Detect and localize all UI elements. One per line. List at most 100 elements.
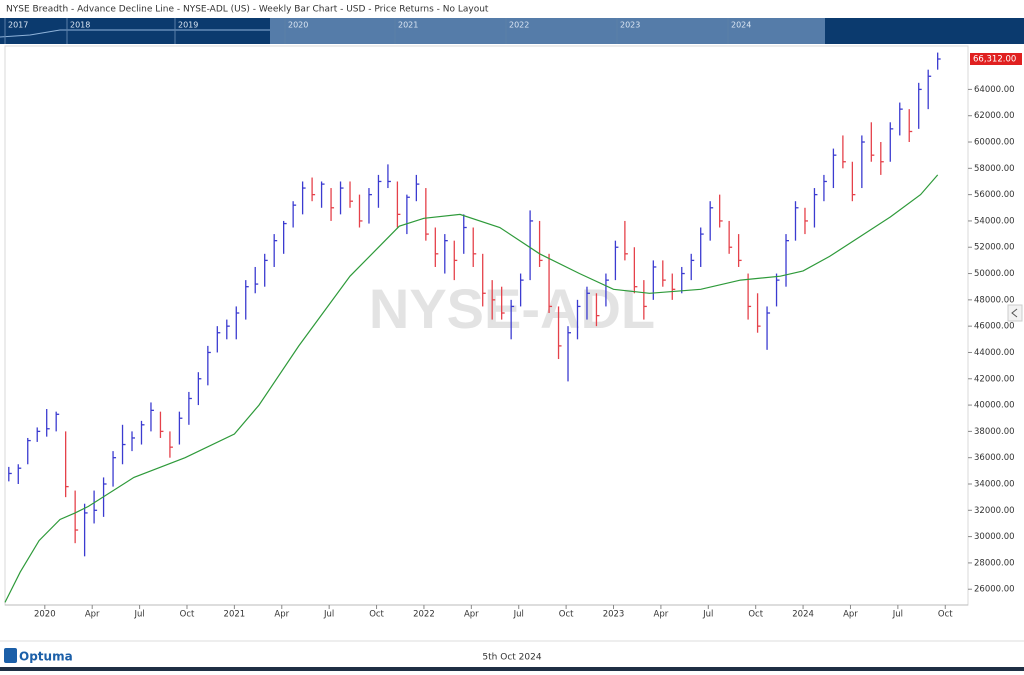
y-tick-label: 58000.00 (974, 164, 1015, 174)
price-bar (17, 464, 22, 484)
chart-title: NYSE Breadth - Advance Decline Line - NY… (6, 5, 489, 15)
x-tick-label: Apr (464, 610, 479, 620)
x-tick-label: Jul (133, 610, 144, 620)
brand-logo (4, 648, 17, 663)
y-tick-label: 42000.00 (974, 374, 1015, 384)
price-bar (169, 431, 173, 458)
x-tick-label: Apr (85, 610, 100, 620)
price-bar (197, 372, 202, 406)
price-bar (273, 234, 278, 267)
brand-name: Optuma (19, 650, 73, 664)
moving-average (4, 174, 939, 603)
last-price-box (970, 52, 1022, 65)
price-bar (614, 240, 619, 281)
y-tick-label: 26000.00 (974, 585, 1015, 595)
price-bar (415, 174, 420, 202)
x-tick-label: Oct (180, 610, 195, 620)
price-bar (131, 431, 136, 452)
price-bar (567, 326, 572, 382)
price-bar (899, 102, 903, 136)
navigator-line (0, 29, 270, 38)
y-tick-label: 32000.00 (974, 506, 1015, 516)
price-bar (159, 411, 164, 438)
price-bar (320, 181, 325, 208)
price-bar (747, 273, 752, 320)
price-bar (140, 420, 145, 445)
price-bar (444, 234, 448, 274)
x-tick-label: Apr (843, 610, 858, 620)
x-tick-label: Apr (274, 610, 289, 620)
price-bar (605, 273, 609, 307)
x-tick-label: Jul (702, 610, 713, 620)
price-bar (624, 220, 628, 261)
navigator-year: 2020 (288, 21, 308, 30)
price-bar (178, 411, 183, 445)
price-bar (880, 142, 884, 175)
y-tick-label: 38000.00 (974, 427, 1015, 437)
price-bar (643, 280, 647, 320)
price-bar (83, 503, 88, 557)
price-bar (804, 207, 808, 235)
price-bar (842, 135, 846, 169)
price-bar (510, 299, 515, 340)
x-tick-label: Jul (323, 610, 334, 620)
price-bar (406, 194, 410, 235)
price-bar (576, 299, 581, 340)
price-bar (832, 148, 837, 189)
price-bar (690, 253, 695, 281)
y-tick-label: 52000.00 (974, 243, 1015, 253)
x-tick-label: 2022 (413, 610, 435, 620)
x-tick-label: Oct (938, 610, 953, 620)
price-bar (254, 266, 259, 294)
y-tick-label: 46000.00 (974, 322, 1015, 332)
price-bar (472, 227, 477, 267)
price-bar (368, 188, 372, 224)
price-bar (775, 273, 780, 307)
price-bar (55, 411, 60, 432)
price-bar (283, 220, 287, 254)
price-bar (264, 253, 268, 287)
y-tick-label: 44000.00 (974, 348, 1015, 358)
price-bar (377, 174, 382, 208)
price-bar (737, 234, 742, 267)
y-tick-label: 28000.00 (974, 558, 1015, 568)
navigator-year: 2022 (509, 21, 529, 30)
navigator-year: 2019 (178, 21, 198, 30)
y-tick-label: 36000.00 (974, 453, 1015, 463)
x-tick-label: Oct (559, 610, 574, 620)
price-bar (548, 253, 553, 314)
price-bar (150, 402, 154, 432)
price-bar (538, 220, 543, 267)
y-tick-label: 30000.00 (974, 532, 1015, 542)
navigator-year: 2017 (8, 21, 28, 30)
y-tick-label: 48000.00 (974, 295, 1015, 305)
price-bar (519, 273, 524, 307)
y-tick-label: 60000.00 (974, 138, 1015, 148)
y-tick-label: 34000.00 (974, 479, 1015, 489)
price-bar (463, 214, 467, 254)
price-bar (823, 174, 827, 202)
price-bar (918, 82, 922, 129)
price-bar (633, 247, 638, 294)
price-bar (27, 437, 31, 465)
price-bar (46, 409, 50, 437)
watermark: NYSE-ADL (369, 277, 655, 340)
y-tick-label: 64000.00 (974, 85, 1015, 95)
x-tick-label: Apr (654, 610, 669, 620)
navigator-selection[interactable] (270, 18, 825, 44)
price-bar (339, 181, 344, 215)
side-toggle[interactable] (1007, 304, 1023, 322)
x-tick-label: 2020 (34, 610, 56, 620)
price-bar (709, 201, 714, 241)
y-tick-label: 54000.00 (974, 216, 1015, 226)
x-tick-label: 2023 (603, 610, 625, 620)
price-bar (927, 69, 932, 110)
navigator-year: 2023 (620, 21, 640, 30)
price-bar (216, 326, 221, 353)
price-bar (700, 227, 704, 267)
footer-date: 5th Oct 2024 (482, 653, 541, 663)
navigator-labels: 2017 2018 2019 2020 2021 2022 2023 2024 (4, 18, 751, 44)
price-bar (861, 135, 865, 189)
